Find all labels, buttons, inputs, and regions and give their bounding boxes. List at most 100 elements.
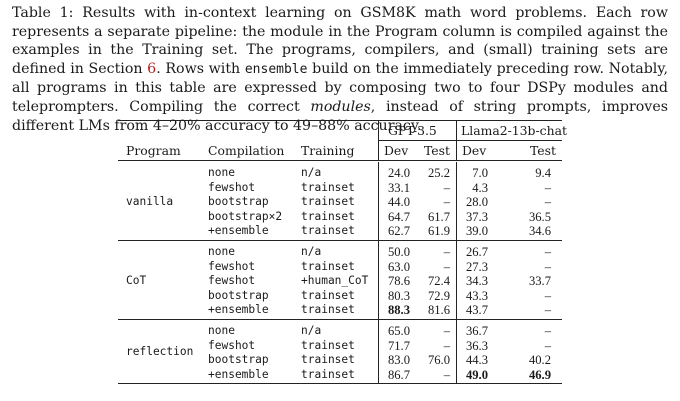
cell-llama-dev: 36.3 <box>465 338 488 353</box>
top-rule <box>118 120 562 121</box>
cell-llama-dev: 43.3 <box>465 288 488 303</box>
cell-compilation: bootstrap <box>208 353 269 367</box>
header-rule <box>118 160 562 161</box>
column-separator <box>456 162 457 240</box>
cell-llama-dev: 36.7 <box>465 324 488 338</box>
cell-gpt-test: – <box>443 338 450 353</box>
cell-compilation: fewshot <box>208 180 256 194</box>
cell-training: n/a <box>301 245 322 258</box>
cell-compilation: +ensemble <box>208 224 269 238</box>
cell-gpt-test: 61.7 <box>427 209 450 224</box>
cell-llama-test: – <box>544 338 551 353</box>
program-name: reflection <box>126 345 194 359</box>
cell-gpt-test: – <box>443 367 450 382</box>
cell-llama-test: – <box>544 303 551 318</box>
cell-llama-test: – <box>544 180 551 195</box>
cell-gpt-dev: 24.0 <box>387 166 410 180</box>
cell-gpt-test: 61.9 <box>427 224 450 239</box>
cell-gpt-dev: 64.7 <box>387 209 410 224</box>
cell-training: trainset <box>301 209 355 223</box>
cell-gpt-dev: 78.6 <box>387 274 410 289</box>
cell-gpt-test: 72.4 <box>427 274 450 289</box>
col-header-llama-test: Test <box>530 143 556 158</box>
col-header-program: Program <box>126 143 181 158</box>
cell-llama-dev: 44.3 <box>465 353 488 368</box>
cell-training: trainset <box>301 180 355 194</box>
column-separator <box>378 162 379 240</box>
cell-gpt-test: 25.2 <box>427 166 450 180</box>
cell-gpt-test: 72.9 <box>427 288 450 303</box>
column-separator <box>378 320 379 384</box>
cell-llama-dev: 49.0 <box>465 367 488 382</box>
cell-llama-dev: 34.3 <box>465 274 488 289</box>
header-column-separator <box>378 120 379 160</box>
cell-training: n/a <box>301 324 322 337</box>
gpt-underline <box>378 140 482 141</box>
cell-llama-test: – <box>544 324 551 338</box>
cell-compilation: fewshot <box>208 338 256 352</box>
cell-compilation: bootstrap <box>208 288 269 302</box>
cell-training: trainset <box>301 338 355 352</box>
cell-llama-test: 9.4 <box>535 166 551 180</box>
modules-emphasis: modules <box>310 98 371 115</box>
cell-gpt-dev: 33.1 <box>387 180 410 195</box>
cell-llama-test: 34.6 <box>528 224 551 239</box>
cell-llama-dev: 27.3 <box>465 259 488 274</box>
cell-gpt-test: – <box>443 195 450 210</box>
cell-gpt-test: 81.6 <box>427 303 450 318</box>
cell-llama-test: 40.2 <box>528 353 551 368</box>
cell-llama-test: – <box>544 259 551 274</box>
cell-compilation: fewshot <box>208 259 256 273</box>
cell-compilation: +ensemble <box>208 367 269 381</box>
llama-underline <box>456 140 562 141</box>
cell-compilation: none <box>208 166 235 179</box>
cell-gpt-test: – <box>443 259 450 274</box>
cell-training: trainset <box>301 367 355 381</box>
cell-training: trainset <box>301 353 355 367</box>
cell-gpt-test: – <box>443 180 450 195</box>
cell-llama-test: 33.7 <box>528 274 551 289</box>
model-header-llama: Llama2-13b-chat <box>461 123 567 138</box>
program-name: vanilla <box>126 194 174 208</box>
cell-llama-dev: 7.0 <box>472 166 488 180</box>
cell-gpt-dev: 71.7 <box>387 338 410 353</box>
program-name: CoT <box>126 273 147 287</box>
caption-text-3: build on the immediately preceding row. … <box>12 60 668 115</box>
group-rule <box>118 319 562 320</box>
cell-gpt-dev: 62.7 <box>387 224 410 239</box>
col-header-gpt-dev: Dev <box>384 143 409 158</box>
cell-training: n/a <box>301 166 322 179</box>
column-separator <box>378 241 379 319</box>
cell-gpt-dev: 63.0 <box>387 259 410 274</box>
header-column-separator <box>456 120 457 160</box>
cell-llama-dev: 4.3 <box>472 180 488 195</box>
cell-llama-test: 36.5 <box>528 209 551 224</box>
caption-text-2: . Rows with <box>156 60 245 77</box>
cell-llama-dev: 43.7 <box>465 303 488 318</box>
cell-compilation: fewshot <box>208 274 256 288</box>
cell-compilation: bootstrap <box>208 195 269 209</box>
cell-training: trainset <box>301 303 355 317</box>
results-table: GPT-3.5 Llama2-13b-chat Program Compilat… <box>118 120 567 390</box>
caption-text-1: Table 1: Results with in-context learnin… <box>12 5 668 77</box>
cell-gpt-test: – <box>443 245 450 259</box>
cell-gpt-dev: 44.0 <box>387 195 410 210</box>
column-separator <box>456 241 457 319</box>
cell-gpt-test: – <box>443 324 450 338</box>
table-caption: Table 1: Results with in-context learnin… <box>12 4 668 135</box>
section-reference-link[interactable]: 6 <box>147 60 157 77</box>
cell-llama-test: 46.9 <box>528 367 551 382</box>
ensemble-code: ensemble <box>244 61 308 77</box>
cell-compilation: none <box>208 324 235 337</box>
cell-training: trainset <box>301 259 355 273</box>
cell-training: +human_CoT <box>301 274 369 288</box>
cell-training: trainset <box>301 224 355 238</box>
caption-text-4: , instead of string prompts, improves di… <box>12 98 668 134</box>
cell-llama-test: – <box>544 195 551 210</box>
cell-compilation: +ensemble <box>208 303 269 317</box>
col-header-compilation: Compilation <box>208 143 285 158</box>
cell-llama-dev: 28.0 <box>465 195 488 210</box>
cell-gpt-dev: 83.0 <box>387 353 410 368</box>
cell-gpt-test: 76.0 <box>427 353 450 368</box>
cell-gpt-dev: 86.7 <box>387 367 410 382</box>
